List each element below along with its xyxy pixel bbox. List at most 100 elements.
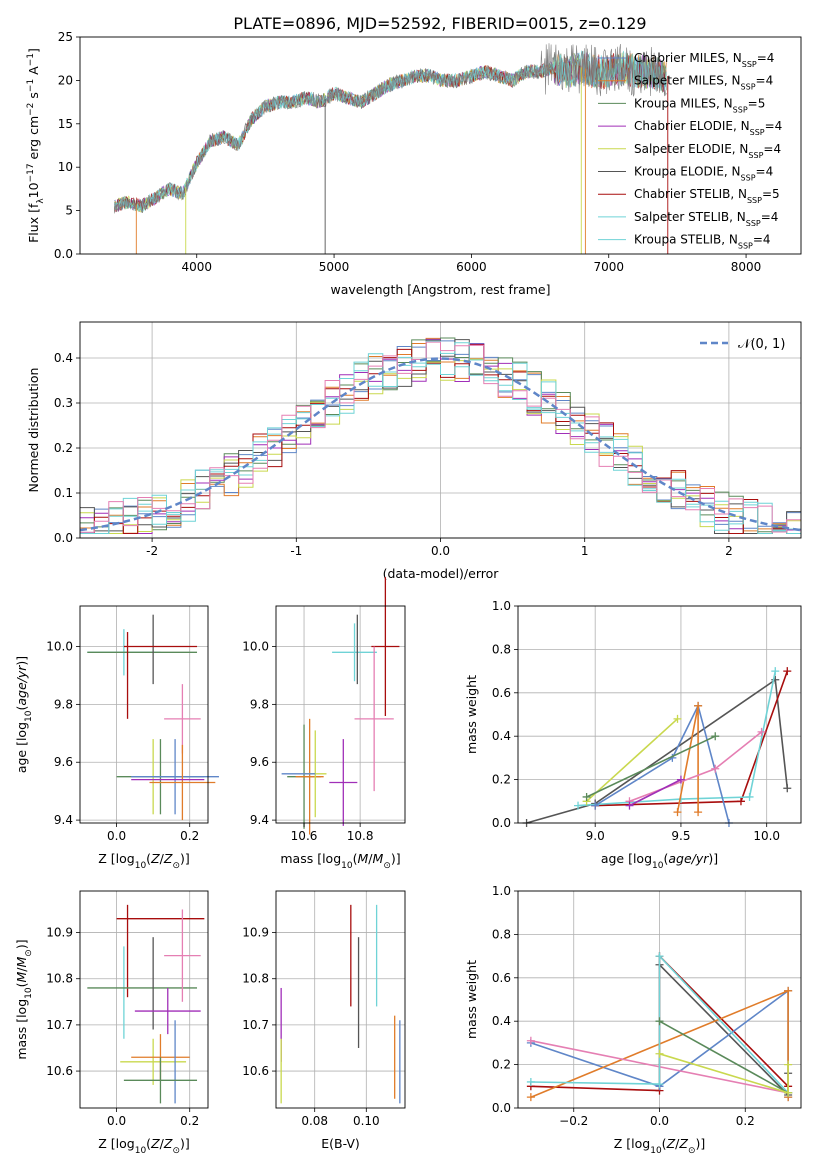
axes-frame	[275, 890, 406, 1109]
legend-label: Salpeter MILES, NSSP=4	[634, 74, 773, 92]
panel-1: -2 -1 0.0 1 2 0.0 0.1 0.2 0.3 0.4 (data-model)/err…	[26, 321, 802, 581]
legend-label: Kroupa ELODIE, NSSP=4	[634, 165, 773, 183]
y-tick-label: 10.8	[46, 972, 73, 986]
y-tick-label: 20	[58, 73, 73, 87]
plot-content	[87, 614, 219, 821]
legend-label: Salpeter ELODIE, NSSP=4	[634, 142, 781, 160]
y-tick-label: 0.3	[54, 396, 73, 410]
x-axis-label: E(B-V)	[321, 1136, 360, 1151]
y-tick-label: 0.0	[54, 531, 73, 545]
x-tick-label: 0.10	[353, 1114, 380, 1128]
weight-point-marker	[582, 792, 591, 801]
y-tick-label: 0.0	[54, 247, 73, 261]
legend-label: Chabrier ELODIE, NSSP=4	[634, 119, 782, 137]
y-tick-label: 0.8	[492, 927, 511, 941]
x-tick-label: 7000	[593, 260, 624, 274]
weight-point-marker	[574, 801, 583, 810]
x-tick-label: 6000	[456, 260, 487, 274]
x-tick-label: 2	[725, 544, 733, 558]
y-tick-label: 1.0	[492, 884, 511, 898]
plot-content	[522, 667, 792, 827]
weight-point-marker	[526, 1093, 535, 1102]
x-tick-label: 10.8	[347, 829, 374, 843]
x-tick-label: 0.2	[736, 1114, 755, 1128]
x-tick-label: 0.0	[107, 1114, 126, 1128]
x-tick-label: 4000	[181, 260, 212, 274]
weight-point-marker	[757, 727, 766, 736]
panel-7: −0.2 0.0 0.2 0.0 0.2 0.4 0.6 0.8 1.0 Z [log10(Z/Z…	[464, 884, 802, 1156]
y-axis-label: mass weight	[464, 675, 479, 754]
x-tick-label: 1	[581, 544, 589, 558]
x-tick-label: 0.08	[301, 1114, 328, 1128]
weight-point-marker	[591, 801, 600, 810]
y-tick-label: 1.0	[492, 599, 511, 613]
y-tick-label: 25	[58, 30, 73, 44]
weight-series-line	[577, 670, 777, 807]
weight-point-marker	[655, 1080, 664, 1089]
weight-point-marker	[526, 1077, 535, 1086]
x-tick-label: 10.0	[753, 829, 780, 843]
weight-point-marker	[736, 797, 745, 806]
y-axis-label: mass weight	[464, 960, 479, 1039]
plot-content	[87, 904, 205, 1104]
y-tick-label: 15	[58, 117, 73, 131]
y-tick-label: 10.0	[46, 640, 73, 654]
y-tick-label: 10.8	[242, 972, 269, 986]
y-tick-label: 10.9	[46, 926, 73, 940]
x-tick-label: 0.2	[180, 829, 199, 843]
x-axis-label: age [log10(age/yr)]	[601, 851, 718, 871]
legend-label: 𝒩(0, 1)	[738, 337, 785, 352]
weight-point-marker	[771, 667, 780, 676]
x-axis-label: Z [log10(Z/Z⊙)]	[98, 851, 190, 871]
y-tick-label: 0.0	[492, 816, 511, 830]
legend-label: Chabrier MILES, NSSP=4	[634, 51, 774, 69]
weight-point-marker	[655, 1049, 664, 1058]
weight-point-marker	[784, 1088, 793, 1097]
legend-label: Kroupa MILES, NSSP=5	[634, 96, 765, 114]
y-axis-label: mass [log10(M/M⊙)]	[14, 939, 34, 1059]
axes-frame	[79, 36, 802, 255]
weight-point-marker	[711, 732, 720, 741]
weight-point-marker	[673, 714, 682, 723]
y-tick-label: 9.8	[54, 697, 73, 711]
plot-content	[79, 337, 802, 534]
y-tick-label: 10.7	[242, 1018, 269, 1032]
weight-point-marker	[783, 784, 792, 793]
gaussian-curve	[79, 357, 802, 532]
weight-point-marker	[655, 1017, 664, 1026]
weight-point-marker	[694, 701, 703, 710]
weight-series-line	[526, 678, 789, 824]
x-tick-label: 5000	[319, 260, 350, 274]
x-tick-label: 9.0	[586, 829, 605, 843]
weight-point-marker	[784, 1060, 793, 1069]
y-tick-label: 10.7	[46, 1018, 73, 1032]
panel-6: 0.08 0.10 10.6 10.7 10.8 10.9 E(B-V)	[242, 890, 406, 1151]
y-tick-label: 0.0	[492, 1101, 511, 1115]
y-tick-label: 10.6	[46, 1064, 73, 1078]
y-tick-label: 0.2	[492, 773, 511, 787]
x-tick-label: 9.5	[671, 829, 690, 843]
x-tick-label: 8000	[731, 260, 762, 274]
weight-series-line	[586, 718, 679, 802]
axes-frame	[517, 890, 802, 1109]
x-tick-label: 0.2	[180, 1114, 199, 1128]
weight-series-line	[586, 735, 716, 798]
weight-series-line	[659, 1020, 789, 1094]
weight-point-marker	[745, 792, 754, 801]
weight-series-line	[629, 778, 682, 807]
plot-content	[280, 904, 401, 1104]
y-tick-label: 0.2	[492, 1058, 511, 1072]
y-tick-label: 9.4	[250, 813, 269, 827]
y-tick-label: 9.8	[250, 697, 269, 711]
x-axis-label: (data-model)/error	[383, 566, 500, 581]
legend: Chabrier MILES, NSSP=4 Salpeter MILES, NS…	[598, 51, 782, 250]
legend-label: Chabrier STELIB, NSSP=5	[634, 187, 780, 205]
weight-point-marker	[655, 952, 664, 961]
y-tick-label: 0.1	[54, 486, 73, 500]
y-tick-label: 10.6	[242, 1064, 269, 1078]
y-tick-label: 9.6	[54, 755, 73, 769]
axes-frame	[275, 605, 406, 824]
y-axis-label: age [log10(age/yr)]	[14, 656, 34, 773]
axes-frame	[517, 605, 802, 824]
